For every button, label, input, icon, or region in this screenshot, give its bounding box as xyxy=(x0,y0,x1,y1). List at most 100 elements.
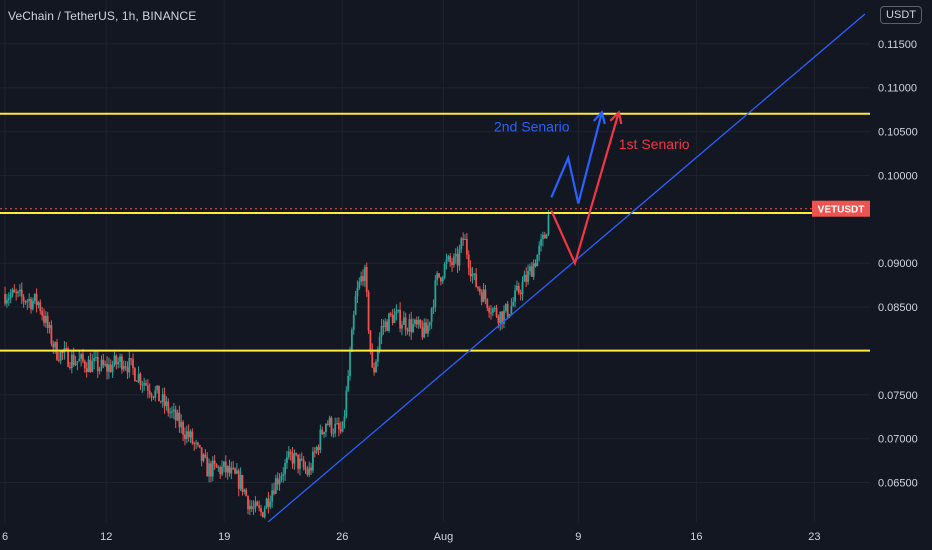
candle-body[interactable] xyxy=(310,467,312,471)
candle-body[interactable] xyxy=(486,299,489,308)
candle-body[interactable] xyxy=(447,256,450,260)
candle-body[interactable] xyxy=(52,343,55,348)
candle-body[interactable] xyxy=(265,498,268,509)
candle-body[interactable] xyxy=(375,361,377,373)
candle-body[interactable] xyxy=(115,355,118,365)
candle-body[interactable] xyxy=(76,361,79,363)
candle-body[interactable] xyxy=(72,354,75,366)
candle-body[interactable] xyxy=(534,263,537,267)
candle-body[interactable] xyxy=(430,308,433,323)
candle-body[interactable] xyxy=(388,313,390,331)
candle-body[interactable] xyxy=(402,317,405,325)
candle-body[interactable] xyxy=(391,314,394,323)
candle-body[interactable] xyxy=(239,474,242,489)
candle-body[interactable] xyxy=(263,508,266,518)
candle-body[interactable] xyxy=(217,467,220,469)
candle-body[interactable] xyxy=(273,490,275,494)
candle-body[interactable] xyxy=(109,364,112,372)
candle-body[interactable] xyxy=(334,423,337,434)
candle-body[interactable] xyxy=(475,273,478,287)
candle-body[interactable] xyxy=(130,358,133,360)
candle-body[interactable] xyxy=(441,277,444,282)
candle-body[interactable] xyxy=(451,262,453,265)
candle-body[interactable] xyxy=(145,383,147,386)
candle-body[interactable] xyxy=(542,234,544,240)
candle-body[interactable] xyxy=(471,273,474,277)
candle-body[interactable] xyxy=(295,452,298,455)
candle-body[interactable] xyxy=(458,249,461,266)
candle-body[interactable] xyxy=(108,364,110,372)
candle-body[interactable] xyxy=(24,301,27,303)
candle-body[interactable] xyxy=(299,458,301,469)
candle-body[interactable] xyxy=(172,409,175,412)
candle-body[interactable] xyxy=(417,319,420,325)
candle-body[interactable] xyxy=(48,325,51,328)
candle-body[interactable] xyxy=(276,478,279,485)
candle-body[interactable] xyxy=(85,368,88,373)
candle-body[interactable] xyxy=(440,277,442,282)
candle-body[interactable] xyxy=(521,281,524,295)
candle-body[interactable] xyxy=(69,366,71,369)
candle-body[interactable] xyxy=(382,326,385,328)
candle-body[interactable] xyxy=(384,321,387,328)
candle-body[interactable] xyxy=(278,479,281,485)
candle-body[interactable] xyxy=(211,460,214,477)
candle-body[interactable] xyxy=(332,433,335,435)
candle-body[interactable] xyxy=(529,266,531,272)
candle-body[interactable] xyxy=(6,299,8,304)
candle-body[interactable] xyxy=(206,457,209,477)
candle-body[interactable] xyxy=(308,467,311,475)
candle-body[interactable] xyxy=(237,470,240,489)
candle-body[interactable] xyxy=(4,293,6,304)
candle-body[interactable] xyxy=(423,322,426,338)
candle-body[interactable] xyxy=(247,496,249,510)
candle-body[interactable] xyxy=(297,454,299,469)
candle-body[interactable] xyxy=(193,443,196,445)
candle-body[interactable] xyxy=(516,285,518,291)
candle-body[interactable] xyxy=(291,453,294,464)
candle-body[interactable] xyxy=(477,286,479,289)
candle-body[interactable] xyxy=(504,303,507,311)
candle-body[interactable] xyxy=(410,319,413,333)
candle-body[interactable] xyxy=(91,361,94,372)
candle-body[interactable] xyxy=(67,348,70,367)
candle-body[interactable] xyxy=(286,457,288,464)
candle-body[interactable] xyxy=(133,368,136,381)
candlesticks[interactable] xyxy=(4,209,550,519)
candle-body[interactable] xyxy=(195,442,197,444)
candle-body[interactable] xyxy=(119,356,121,362)
candle-body[interactable] xyxy=(325,423,327,432)
candle-body[interactable] xyxy=(208,463,210,477)
candle-body[interactable] xyxy=(258,505,261,508)
candle-body[interactable] xyxy=(33,293,36,301)
candle-body[interactable] xyxy=(495,307,498,317)
candle-body[interactable] xyxy=(260,507,262,513)
candle-body[interactable] xyxy=(137,373,140,382)
candle-body[interactable] xyxy=(356,288,359,297)
candle-body[interactable] xyxy=(256,501,259,506)
candle-body[interactable] xyxy=(148,390,151,395)
candle-body[interactable] xyxy=(117,361,120,365)
candle-body[interactable] xyxy=(245,489,248,497)
candle-body[interactable] xyxy=(499,311,502,324)
candle-body[interactable] xyxy=(315,447,318,453)
candle-body[interactable] xyxy=(478,288,481,293)
candle-body[interactable] xyxy=(184,434,186,440)
candle-body[interactable] xyxy=(221,466,223,475)
candle-body[interactable] xyxy=(178,412,181,428)
candle-body[interactable] xyxy=(126,367,129,373)
candle-body[interactable] xyxy=(41,311,44,316)
candle-body[interactable] xyxy=(30,299,32,310)
candle-body[interactable] xyxy=(37,302,40,306)
candle-body[interactable] xyxy=(395,311,398,315)
candle-body[interactable] xyxy=(128,358,131,373)
candle-body[interactable] xyxy=(139,373,142,385)
candle-body[interactable] xyxy=(339,429,342,432)
candle-body[interactable] xyxy=(428,322,431,326)
candle-body[interactable] xyxy=(121,356,123,370)
candle-body[interactable] xyxy=(503,310,505,324)
candle-body[interactable] xyxy=(319,429,322,451)
candle-body[interactable] xyxy=(508,314,511,317)
candle-body[interactable] xyxy=(408,319,411,332)
